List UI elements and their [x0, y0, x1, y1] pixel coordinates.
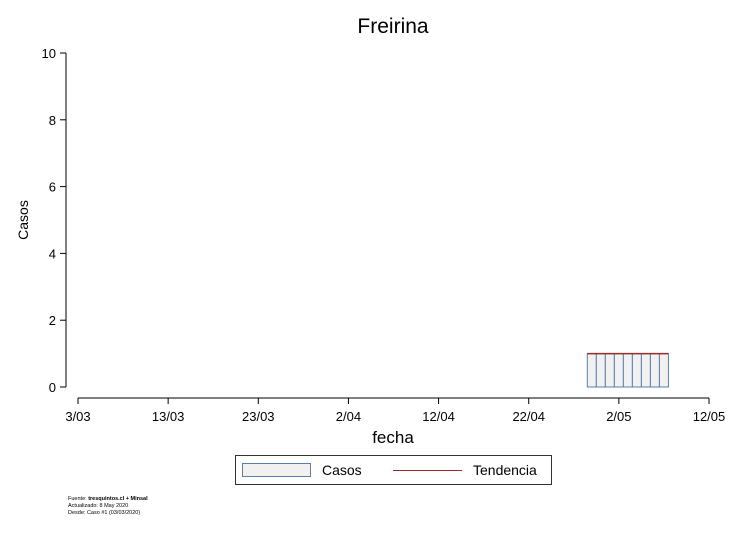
legend-swatch-bar	[242, 463, 311, 477]
y-tick-label: 4	[49, 246, 56, 261]
legend-item-tendencia: Tendencia	[393, 456, 537, 484]
x-tick-label: 2/04	[336, 409, 361, 424]
y-tick-label: 6	[49, 180, 56, 195]
legend-swatch-line	[393, 469, 462, 471]
x-tick-label: 2/05	[606, 409, 631, 424]
x-tick-label: 23/03	[242, 409, 275, 424]
chart-title: Freirina	[357, 15, 429, 38]
y-tick-label: 10	[42, 46, 56, 61]
x-tick-label: 22/04	[512, 409, 545, 424]
source-note: Fuente: tresquintos.cl + Minsal Actualiz…	[68, 496, 148, 517]
y-tick-label: 2	[49, 313, 56, 328]
source-line-1: Fuente: tresquintos.cl + Minsal	[68, 496, 148, 503]
legend: Casos Tendencia	[235, 455, 552, 485]
source-line-3: Desde: Caso #1 (03/03/2020)	[68, 510, 141, 516]
source-prefix: Fuente:	[68, 496, 89, 502]
x-tick-label: 12/05	[693, 409, 726, 424]
x-axis: 3/03 13/03 23/03 2/04 12/04 22/04 2/05 12/05	[65, 397, 726, 424]
source-bold: tresquintos.cl + Minsal	[88, 496, 148, 502]
bar	[658, 353, 669, 388]
bar	[604, 353, 615, 388]
bar	[631, 353, 642, 388]
bar	[613, 353, 624, 388]
y-tick-label: 8	[49, 113, 56, 128]
legend-label-tendencia: Tendencia	[473, 462, 537, 478]
y-axis-label: Casos	[15, 200, 31, 240]
legend-item-casos: Casos	[242, 456, 362, 484]
bar	[649, 353, 660, 388]
source-line-2: Actualizado: 8 May 2020	[68, 503, 129, 509]
x-axis-label: fecha	[372, 428, 414, 447]
bar	[640, 353, 651, 388]
y-axis: 0 2 4 6 8 10	[42, 46, 67, 395]
x-tick-label: 3/03	[65, 409, 90, 424]
bar	[595, 353, 606, 388]
x-tick-label: 13/03	[152, 409, 185, 424]
x-tick-label: 12/04	[422, 409, 455, 424]
legend-label-casos: Casos	[322, 462, 362, 478]
bar	[622, 353, 633, 388]
y-tick-label: 0	[49, 380, 56, 395]
bar	[586, 353, 597, 388]
bars-group	[586, 353, 669, 388]
